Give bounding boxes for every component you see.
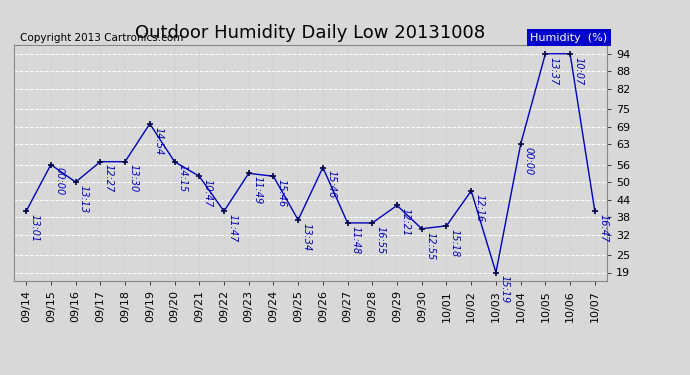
Text: 12:21: 12:21 (400, 208, 411, 237)
Text: 15:18: 15:18 (450, 229, 460, 257)
Text: 13:34: 13:34 (302, 223, 311, 251)
Text: 10:47: 10:47 (203, 179, 213, 207)
Text: 12:16: 12:16 (475, 194, 484, 222)
Text: 11:48: 11:48 (351, 226, 361, 254)
Text: 13:30: 13:30 (128, 165, 139, 193)
Text: 14:15: 14:15 (178, 165, 188, 193)
Text: 12:55: 12:55 (425, 231, 435, 260)
Title: Outdoor Humidity Daily Low 20131008: Outdoor Humidity Daily Low 20131008 (135, 24, 486, 42)
Text: 16:55: 16:55 (375, 226, 386, 254)
Text: Copyright 2013 Cartronics.com: Copyright 2013 Cartronics.com (20, 33, 183, 43)
Text: 13:13: 13:13 (79, 185, 89, 213)
Text: 10:07: 10:07 (573, 57, 584, 85)
Text: 13:37: 13:37 (549, 57, 559, 85)
Text: 00:00: 00:00 (55, 167, 64, 196)
Text: 00:00: 00:00 (524, 147, 534, 175)
Text: 11:49: 11:49 (252, 176, 262, 204)
Text: 13:01: 13:01 (30, 214, 39, 242)
Text: Humidity  (%): Humidity (%) (530, 33, 607, 43)
Text: 12:27: 12:27 (104, 165, 114, 193)
Text: 14:54: 14:54 (153, 126, 163, 155)
Text: 16:47: 16:47 (598, 214, 608, 242)
Text: 15:46: 15:46 (277, 179, 287, 207)
Text: 15:46: 15:46 (326, 170, 336, 198)
Text: 15:19: 15:19 (500, 275, 509, 303)
Text: 11:47: 11:47 (227, 214, 237, 242)
